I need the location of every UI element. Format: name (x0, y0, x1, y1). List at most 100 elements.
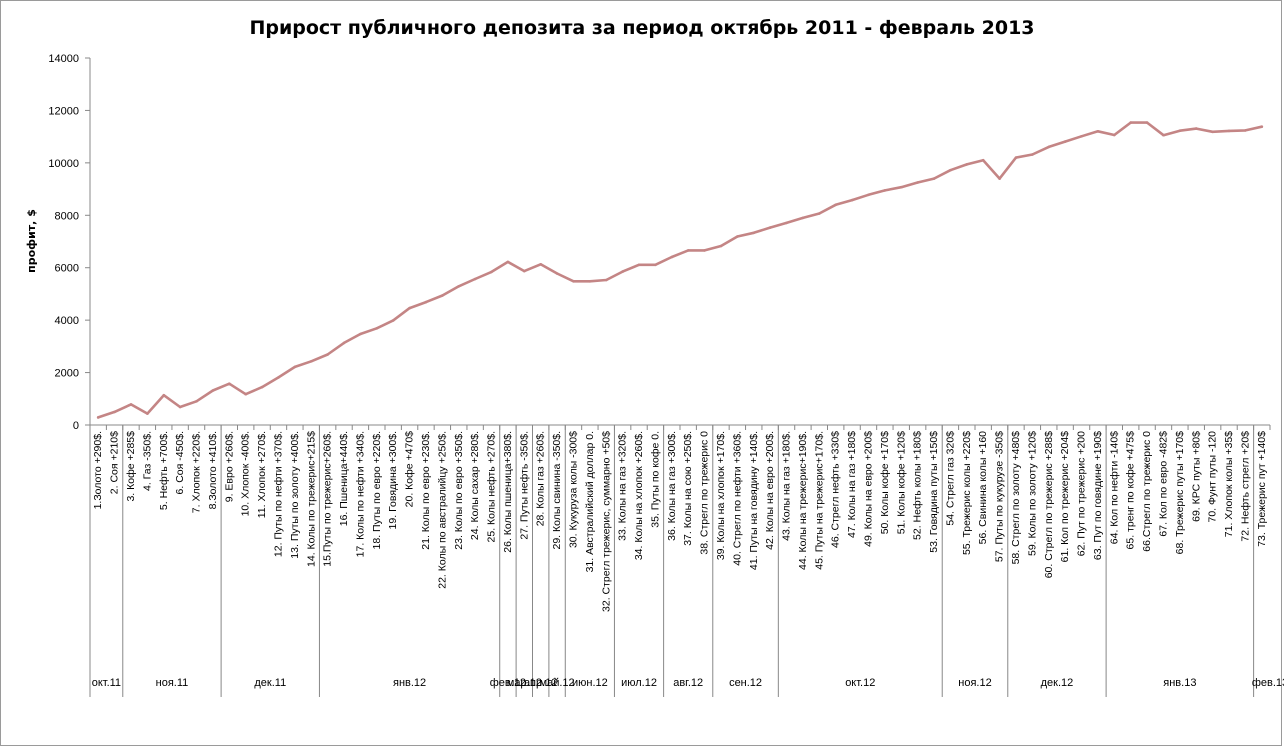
x-category-label: 55. Трежерис колы +220$ (961, 431, 973, 555)
x-category-label: 13. Путы по золоту +400$. (289, 431, 301, 559)
data-point (637, 263, 641, 267)
x-category-label: 8.Золото +410$. (207, 431, 219, 509)
data-point (801, 216, 805, 220)
x-category-label: 56. Свинина колы +160 (977, 431, 989, 544)
x-category-label: 57. Путы по кукурузе -350$ (994, 431, 1006, 562)
x-category-label: 68. Трежерис путы +170$ (1174, 431, 1186, 554)
x-category-label: 6. Соя -450$. (174, 431, 186, 494)
month-label: янв.12 (393, 677, 426, 689)
x-category-label: 59. Колы по золоту +120$ (1026, 431, 1038, 556)
data-point (490, 270, 493, 274)
month-label: фев.13 (1252, 677, 1284, 689)
x-category-label: 42. Колы на евро +200$. (764, 431, 776, 550)
data-point (1227, 129, 1231, 133)
x-category-label: 46. Стрегл нефть +330$ (830, 431, 842, 548)
x-category-label: 47. Колы на газ +180$ (846, 431, 858, 538)
x-category-label: 22. Колы по австралийцу +250$. (436, 431, 448, 589)
x-category-label: 15.Путы по трежерис+260$. (322, 431, 334, 567)
data-point (818, 212, 821, 215)
data-point (949, 168, 952, 172)
x-category-label: 61. Кол по трежерис +204$ (1059, 431, 1071, 562)
data-point (113, 410, 116, 414)
y-tick-label: 0 (73, 420, 79, 432)
x-category-label: 11. Хлопок +270$. (256, 431, 268, 518)
x-category-label: 34. Колы на хлопок +260$. (633, 431, 645, 560)
x-category-label: 35. Путы по кофе 0. (649, 431, 661, 528)
x-axis-categories: 1.Золото +290$. 2. Соя +210$ 3. Кофе +285$… (89, 425, 1271, 612)
data-point (228, 382, 231, 386)
month-label: ноя.12 (958, 677, 991, 689)
series-line (96, 121, 1264, 419)
y-tick-label: 6000 (55, 263, 79, 275)
x-category-label: 33. Колы на газ +320$. (617, 431, 629, 541)
x-category-label: 44. Колы на трежерис+190$. (797, 431, 809, 570)
x-category-label: 9. Евро +260$. (223, 431, 235, 502)
data-point (686, 249, 690, 252)
data-point (539, 263, 542, 266)
y-tick-label: 12000 (48, 105, 79, 117)
month-label: июн.12 (572, 677, 608, 689)
data-point (326, 353, 329, 356)
data-point (736, 235, 739, 238)
data-point (1260, 125, 1264, 128)
data-point (277, 376, 280, 379)
data-point (834, 203, 837, 207)
x-category-label: 30. Кукуруза колы -300$ (568, 431, 580, 548)
x-category-label: 27. Путы нефть -350$. (518, 431, 530, 540)
month-label: июл.12 (621, 677, 657, 689)
x-category-label: 60. Стрегл по трежерис +288$ (1043, 431, 1055, 578)
y-tick-label: 10000 (48, 158, 79, 170)
data-point (900, 185, 903, 189)
data-point (96, 416, 100, 419)
data-point (981, 158, 985, 162)
data-point (1047, 145, 1051, 149)
x-category-label: 28. Колы газ +260$. (535, 431, 547, 526)
data-point (424, 300, 428, 304)
data-point (572, 280, 575, 283)
data-point (867, 193, 870, 197)
data-point (1244, 129, 1247, 132)
month-label: окт.12 (845, 677, 875, 689)
x-category-label: 73. Трежерис пут +140$ (1256, 431, 1268, 547)
x-category-label: 54. Стрегл газ 320$ (944, 431, 956, 526)
data-point (178, 405, 182, 409)
month-label: фев.12 (490, 677, 526, 689)
chart-title: Прирост публичного депозита за период ок… (249, 17, 1034, 39)
data-point (342, 341, 346, 345)
x-category-label: 24. Колы сахар +280$. (469, 431, 481, 540)
data-point (162, 393, 166, 397)
data-point (146, 412, 149, 415)
x-category-label: 72. Нефть стрегл +20$ (1239, 431, 1251, 542)
x-category-label: 71. Хлопок колы +35$ (1223, 431, 1235, 537)
data-point (375, 327, 379, 330)
y-tick-label: 14000 (48, 53, 79, 65)
data-point (457, 285, 461, 288)
x-category-label: 29. Колы свинина -350$. (551, 431, 563, 550)
x-category-label: 52. Нефть колы +180$ (912, 431, 924, 540)
data-point (605, 278, 608, 282)
data-point (654, 263, 657, 267)
x-category-label: 43. Колы на газ +180$. (781, 431, 793, 541)
x-category-label: 53. Говядина путы +150$ (928, 431, 940, 553)
data-point (359, 332, 362, 336)
x-category-label: 7. Хлопок +220$. (191, 431, 203, 513)
data-point (293, 365, 297, 369)
x-category-label: 5. Нефть +700$. (158, 431, 170, 510)
data-point (260, 385, 264, 389)
x-category-label: 63. Пут по говядине +190$ (1092, 431, 1104, 560)
x-category-label: 65. тренг по кофе +475$ (1125, 431, 1137, 550)
data-point (523, 269, 526, 273)
month-label: мар.12 (507, 677, 542, 689)
y-tick-label: 2000 (55, 368, 79, 380)
month-label: дек.12 (1041, 677, 1074, 689)
data-point (785, 221, 788, 225)
data-point (473, 277, 477, 281)
data-point (703, 249, 706, 252)
data-point (310, 360, 313, 363)
x-category-label: 45. Путы на трежерис+170$. (813, 431, 825, 570)
x-category-label: 41. Путы на говядину +140$. (748, 431, 760, 570)
month-label: авг.12 (673, 677, 703, 689)
data-point (408, 306, 411, 310)
data-point (211, 389, 215, 392)
